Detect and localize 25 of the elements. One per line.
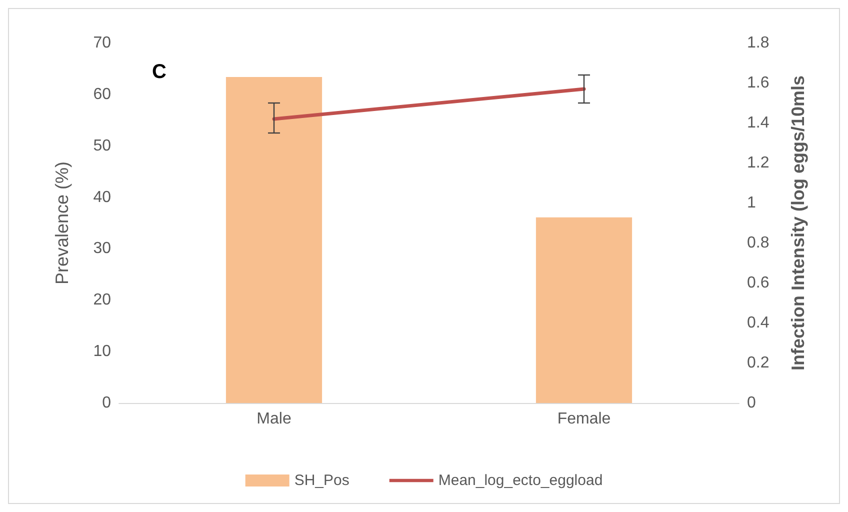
x-tick-label: Female (557, 410, 611, 428)
y2-tick-label: 1 (747, 194, 756, 212)
y2-tick-label: 1.2 (747, 154, 770, 172)
y-axis-title: Prevalence (%) (52, 161, 72, 285)
y2-tick-label: 0.8 (747, 234, 770, 252)
y-tick-label: 10 (93, 343, 112, 360)
x-tick-label: Male (256, 410, 292, 428)
y2-axis-title: Infection Intensity (log eggs/10mls (788, 75, 808, 371)
y2-tick-label: 0.4 (747, 314, 770, 332)
y-tick-label: 70 (93, 34, 112, 52)
legend-label: SH_Pos (294, 472, 350, 489)
y-tick-label: 50 (93, 137, 112, 154)
y-tick-label: 60 (93, 86, 112, 103)
y2-tick-label: 0.2 (747, 354, 770, 372)
legend-label: Mean_log_ecto_eggload (438, 472, 603, 489)
text: C (152, 61, 166, 83)
y2-tick-label: 1.4 (747, 114, 770, 132)
y-tick-label: 20 (93, 292, 112, 309)
y2-tick-label: 0 (747, 394, 756, 412)
y2-tick-label: 0.6 (747, 274, 770, 292)
y-tick-label: 30 (93, 240, 112, 258)
y2-tick-label: 1.6 (747, 74, 770, 92)
y2-tick-label: 1.8 (747, 34, 770, 52)
y-tick-label: 40 (93, 188, 112, 206)
y-tick-label: 0 (102, 394, 112, 412)
